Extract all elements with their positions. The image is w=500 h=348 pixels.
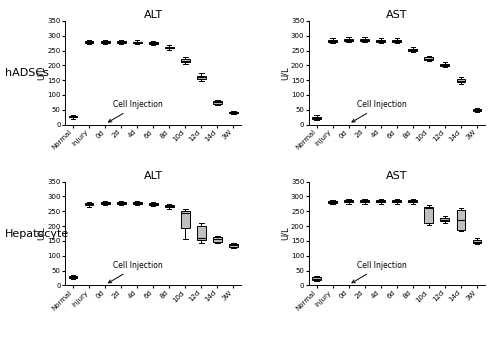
PathPatch shape — [213, 237, 222, 242]
PathPatch shape — [312, 277, 321, 280]
PathPatch shape — [440, 64, 450, 66]
PathPatch shape — [456, 79, 466, 82]
Text: Cell Injection: Cell Injection — [108, 261, 163, 283]
PathPatch shape — [213, 101, 222, 104]
PathPatch shape — [133, 42, 141, 43]
Text: Hepatocyte: Hepatocyte — [5, 229, 69, 238]
PathPatch shape — [133, 203, 141, 204]
Y-axis label: U/L: U/L — [37, 227, 46, 240]
PathPatch shape — [344, 200, 353, 203]
PathPatch shape — [424, 57, 434, 60]
PathPatch shape — [312, 117, 321, 119]
PathPatch shape — [68, 116, 78, 118]
PathPatch shape — [376, 40, 385, 42]
Text: Cell Injection: Cell Injection — [352, 261, 406, 283]
PathPatch shape — [229, 244, 238, 246]
PathPatch shape — [181, 60, 190, 62]
Title: ALT: ALT — [144, 10, 163, 20]
PathPatch shape — [181, 211, 190, 228]
Title: AST: AST — [386, 10, 407, 20]
PathPatch shape — [197, 76, 206, 79]
Text: hADSCs: hADSCs — [5, 68, 49, 78]
PathPatch shape — [328, 40, 337, 42]
Text: Cell Injection: Cell Injection — [108, 100, 163, 122]
PathPatch shape — [472, 240, 482, 243]
Y-axis label: U/L: U/L — [37, 66, 46, 80]
PathPatch shape — [229, 112, 238, 113]
Title: AST: AST — [386, 171, 407, 181]
PathPatch shape — [472, 109, 482, 111]
PathPatch shape — [376, 200, 385, 203]
PathPatch shape — [165, 205, 173, 207]
PathPatch shape — [100, 203, 110, 204]
PathPatch shape — [84, 41, 94, 43]
PathPatch shape — [424, 207, 434, 222]
PathPatch shape — [408, 200, 417, 203]
Y-axis label: U/L: U/L — [280, 66, 289, 80]
PathPatch shape — [197, 226, 206, 240]
PathPatch shape — [84, 203, 94, 205]
PathPatch shape — [344, 39, 353, 41]
PathPatch shape — [68, 276, 78, 278]
PathPatch shape — [165, 47, 173, 48]
PathPatch shape — [392, 40, 401, 42]
PathPatch shape — [149, 42, 158, 44]
PathPatch shape — [328, 201, 337, 203]
PathPatch shape — [100, 41, 110, 43]
PathPatch shape — [149, 203, 158, 205]
PathPatch shape — [440, 218, 450, 221]
PathPatch shape — [116, 203, 126, 204]
PathPatch shape — [360, 39, 369, 41]
PathPatch shape — [408, 49, 417, 51]
Text: Cell Injection: Cell Injection — [352, 100, 406, 122]
Y-axis label: U/L: U/L — [280, 227, 289, 240]
PathPatch shape — [456, 210, 466, 230]
PathPatch shape — [116, 41, 126, 43]
Title: ALT: ALT — [144, 171, 163, 181]
PathPatch shape — [360, 200, 369, 203]
PathPatch shape — [392, 200, 401, 203]
